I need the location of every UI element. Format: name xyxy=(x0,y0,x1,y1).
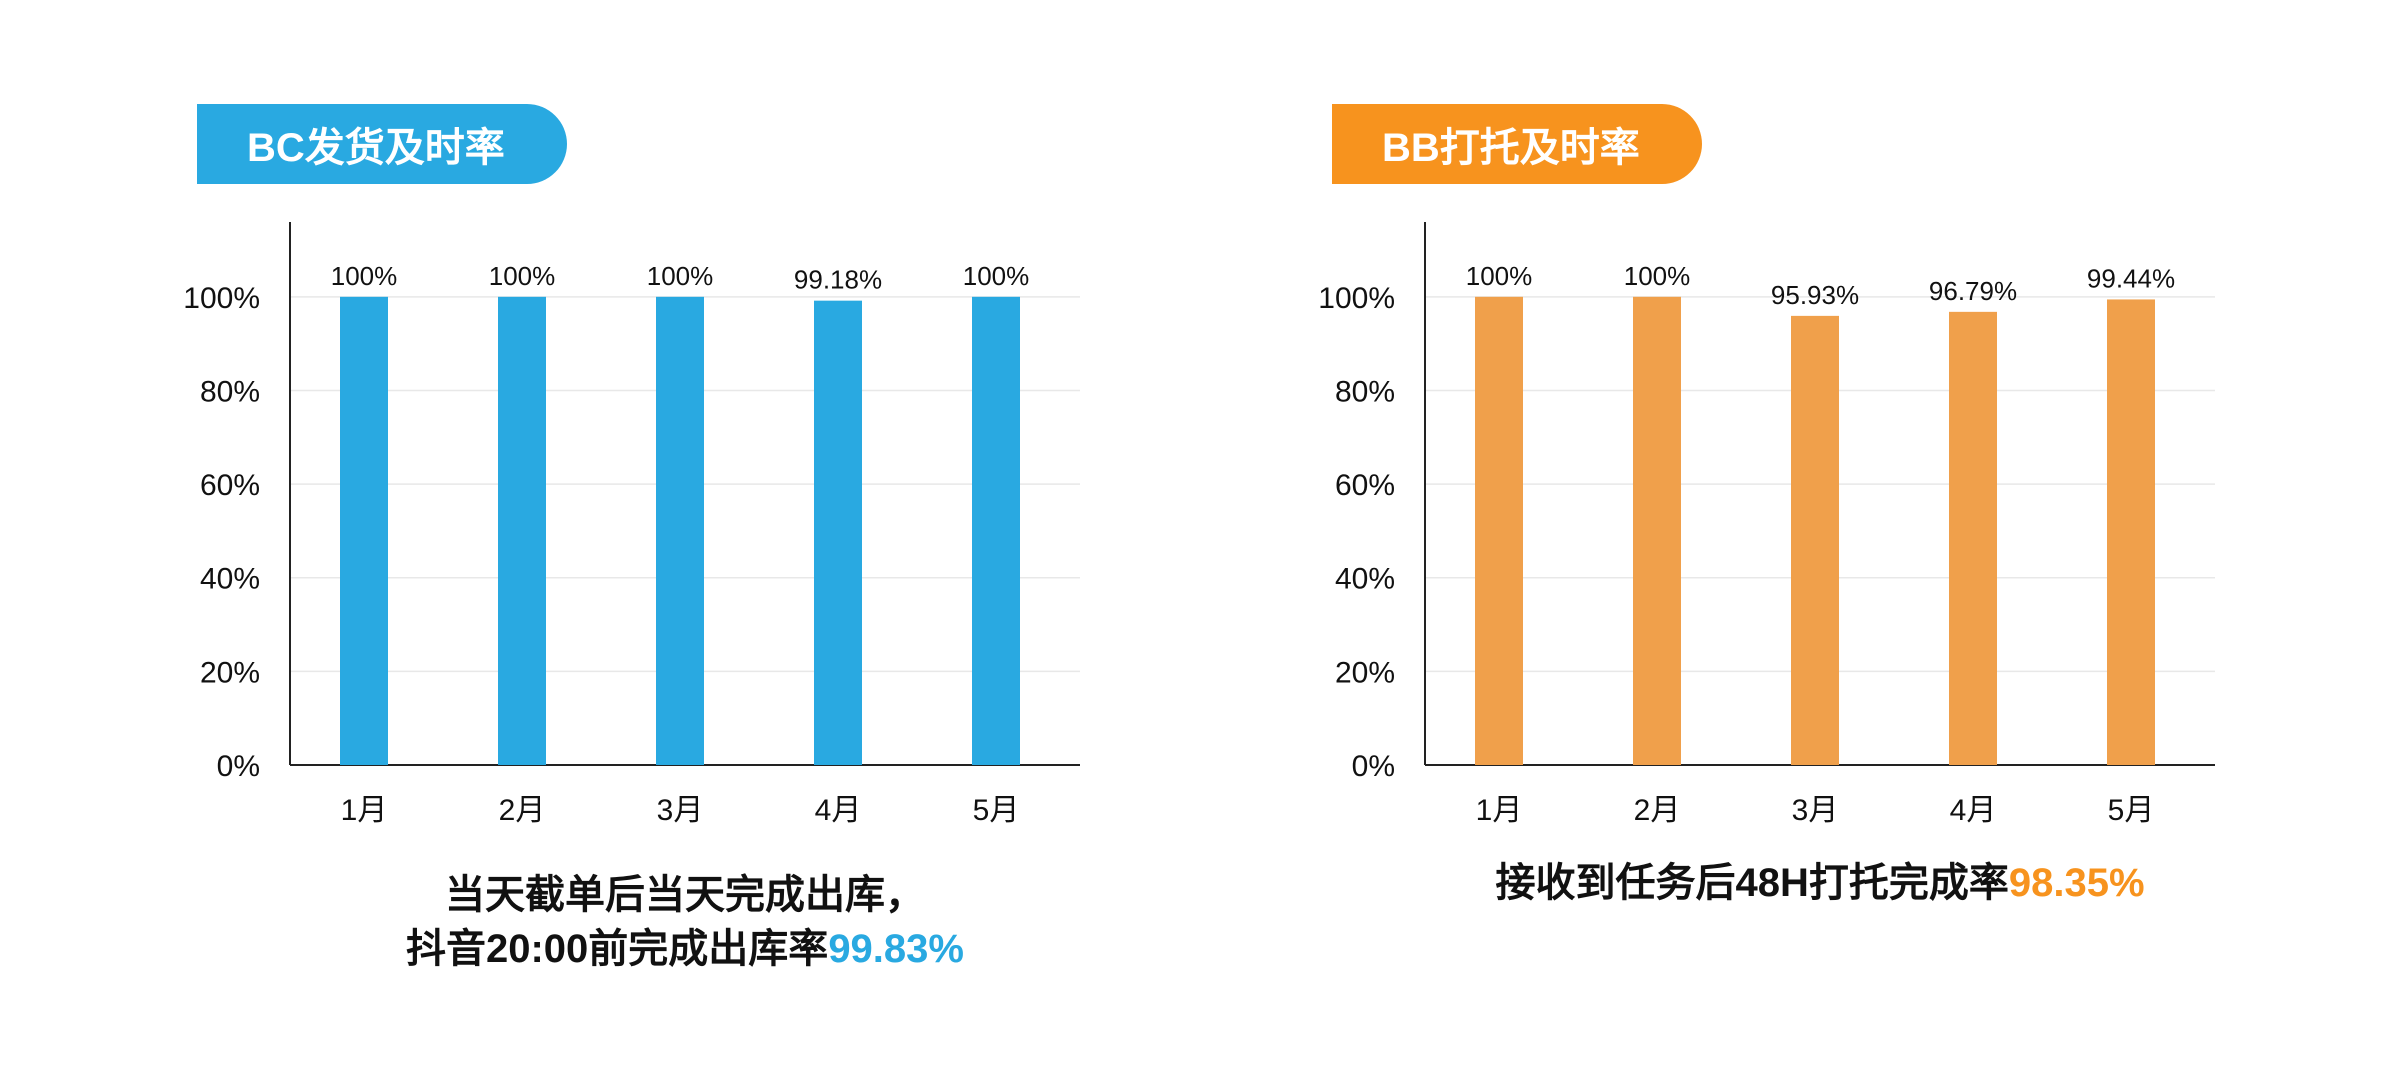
bb-caption-line: 接收到任务后48H打托完成率98.35% xyxy=(1320,856,2320,910)
bc-data-label: 100% xyxy=(489,261,556,291)
bc-data-label: 100% xyxy=(647,261,714,291)
bb-xtick-label: 1月 xyxy=(1476,794,1523,827)
bb-bar xyxy=(1475,296,1523,765)
bc-xtick-label: 5月 xyxy=(973,794,1020,827)
bc-xtick-label: 4月 xyxy=(815,794,862,827)
bc-xtick-label: 1月 xyxy=(341,794,388,827)
bc-ytick-label: 20% xyxy=(200,656,260,689)
bc-ytick-label: 60% xyxy=(200,469,260,502)
bb-title: BB打托及时率 xyxy=(1382,126,1640,170)
bb-data-label: 99.44% xyxy=(2087,263,2175,293)
bb-ytick-label: 100% xyxy=(1318,282,1395,315)
bb-data-label: 100% xyxy=(1466,261,1533,291)
bc-bar-chart: 0% 20% 40% 60% 80% 100% 100% 1月 100% 2月 100% 3月 99.1… xyxy=(183,222,1080,827)
bb-ytick-label: 0% xyxy=(1352,750,1395,783)
bc-xtick-label: 3月 xyxy=(657,794,704,827)
bc-caption: 当天截单后当天完成出库， 抖音20:00前完成出库率99.83% xyxy=(185,868,1185,976)
bc-data-label: 100% xyxy=(331,261,398,291)
bb-xtick-label: 5月 xyxy=(2108,794,2155,827)
bb-data-label: 100% xyxy=(1624,261,1691,291)
bb-ytick-label: 40% xyxy=(1335,563,1395,596)
bc-caption-line1: 当天截单后当天完成出库， xyxy=(445,873,925,917)
bc-caption-line2: 抖音20:00前完成出库率99.83% xyxy=(185,922,1185,976)
bb-bar xyxy=(1791,315,1839,765)
bb-xtick-label: 2月 xyxy=(1634,794,1681,827)
bb-xtick-label: 3月 xyxy=(1792,794,1839,827)
bc-ytick-label: 100% xyxy=(183,282,260,315)
bc-data-label: 99.18% xyxy=(794,265,882,295)
bb-bar xyxy=(1633,296,1681,765)
bb-bar xyxy=(2107,299,2155,765)
bc-bar xyxy=(498,296,546,765)
bc-title: BC发货及时率 xyxy=(247,126,505,170)
bc-panel: BC发货及时率 0% 20% 40% 60% 80% 100% 100% 1月 100% 2月 10… xyxy=(183,0,1185,1070)
bb-data-label: 95.93% xyxy=(1771,280,1859,310)
bc-bar xyxy=(340,296,388,765)
bb-panel: BB打托及时率 0% 20% 40% 60% 80% 100% 100% 1月 100% 2月 95… xyxy=(1318,0,2320,1070)
bc-caption-highlight: 99.83% xyxy=(828,927,964,971)
bc-title-badge: BC发货及时率 xyxy=(197,104,567,184)
bb-data-label: 96.79% xyxy=(1929,276,2017,306)
bc-xtick-label: 2月 xyxy=(499,794,546,827)
bb-bar xyxy=(1949,311,1997,765)
bb-caption-prefix: 接收到任务后48H打托完成率 xyxy=(1495,861,2009,905)
bb-ytick-label: 20% xyxy=(1335,656,1395,689)
bc-ytick-label: 0% xyxy=(217,750,260,783)
bc-bar xyxy=(814,300,862,765)
bc-ytick-label: 40% xyxy=(200,563,260,596)
bb-title-badge: BB打托及时率 xyxy=(1332,104,1702,184)
bb-caption: 接收到任务后48H打托完成率98.35% xyxy=(1320,856,2320,910)
bb-caption-highlight: 98.35% xyxy=(2008,861,2145,905)
bc-caption-prefix: 抖音20:00前完成出库率 xyxy=(406,927,829,971)
bb-ytick-label: 80% xyxy=(1335,375,1395,408)
bb-xtick-label: 4月 xyxy=(1950,794,1997,827)
bc-ytick-label: 80% xyxy=(200,375,260,408)
bc-bar xyxy=(972,296,1020,765)
bb-ytick-label: 60% xyxy=(1335,469,1395,502)
bc-bar xyxy=(656,296,704,765)
bc-data-label: 100% xyxy=(963,261,1030,291)
bb-bar-chart: 0% 20% 40% 60% 80% 100% 100% 1月 100% 2月 95.93% 3月 96… xyxy=(1318,222,2215,827)
